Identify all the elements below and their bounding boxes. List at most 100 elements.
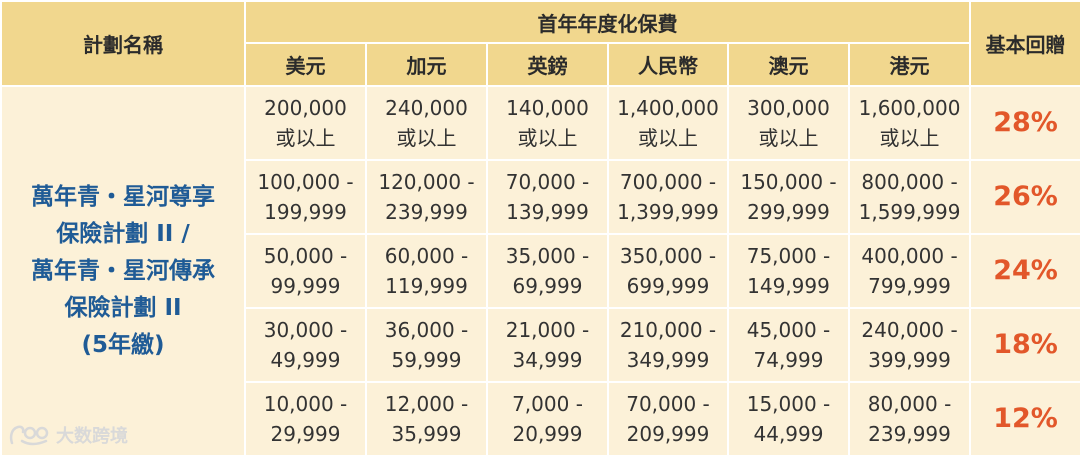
premium-range-line: 74,999 — [753, 348, 824, 372]
premium-range-line: 80,000 - — [867, 392, 952, 416]
premium-range-line: 199,999 — [264, 200, 347, 224]
plan-name-header: 計劃名稱 — [0, 0, 246, 87]
premium-range-line: 119,999 — [385, 274, 468, 298]
premium-range-line: 75,000 - — [746, 244, 831, 268]
watermark: 大数跨境 — [8, 422, 128, 448]
premium-range-line: 209,999 — [626, 422, 710, 446]
premium-range-line: 或以上 — [879, 126, 940, 150]
premium-range-cell: 15,000 - 44,999 — [727, 381, 850, 457]
premium-range-line: 150,000 - — [740, 170, 837, 194]
premium-range-cell: 36,000 - 59,999 — [365, 307, 488, 383]
premium-range-line: 21,000 - — [505, 318, 590, 342]
premium-range-line: 30,000 - — [263, 318, 348, 342]
premium-range-cell: 210,000 - 349,999 — [607, 307, 729, 383]
premium-range-line: 699,999 — [626, 274, 710, 298]
premium-range-line: 或以上 — [758, 126, 819, 150]
premium-range-cell: 50,000 - 99,999 — [244, 233, 367, 309]
premium-range-line: 35,999 — [391, 422, 462, 446]
premium-range-cell: 70,000 - 139,999 — [486, 159, 609, 235]
premium-range-cell: 21,000 - 34,999 — [486, 307, 609, 383]
table-row: 10,000 - 29,999 12,000 - 35,999 7,000 - 20,99… — [1, 381, 1080, 457]
premium-range-cell: 10,000 - 29,999 — [244, 381, 367, 457]
premium-range-cell: 80,000 - 239,999 — [847, 381, 972, 457]
premium-range-cell: 60,000 - 119,999 — [365, 233, 488, 309]
premium-range-line: 45,000 - — [746, 318, 831, 342]
premium-range-cell: 300,000 或以上 — [727, 85, 850, 161]
premium-range-line: 239,999 — [868, 422, 951, 446]
premium-range-line: 200,000 — [264, 96, 347, 120]
premium-range-line: 99,999 — [270, 274, 341, 298]
premium-range-line: 350,000 - — [619, 244, 717, 268]
premium-range-cell: 400,000 - 799,999 — [847, 233, 972, 309]
premium-range-line: 120,000 - — [378, 170, 475, 194]
premium-range-cell: 350,000 - 699,999 — [607, 233, 729, 309]
premium-range-cell: 75,000 - 149,999 — [727, 233, 850, 309]
premium-range-cell: 120,000 - 239,999 — [365, 159, 488, 235]
premium-range-line: 210,000 - — [619, 318, 717, 342]
premium-range-line: 35,000 - — [505, 244, 590, 268]
premium-range-line: 69,999 — [512, 274, 583, 298]
plan-name-line: 萬年青・星河尊享 — [31, 183, 215, 210]
premium-range-cell: 240,000 - 399,999 — [847, 307, 972, 383]
bonus-rate-cell: 28% — [969, 85, 1080, 161]
currency-header-hkd: 港元 — [847, 42, 972, 87]
premium-range-line: 139,999 — [506, 200, 589, 224]
premium-range-line: 7,000 - — [512, 392, 583, 416]
premium-range-cell: 45,000 - 74,999 — [727, 307, 850, 383]
plan-name-cell: 萬年青・星河尊享 保險計劃 II / 萬年青・星河傳承 保險計劃 II (5年繳) — [0, 85, 246, 457]
premium-range-line: 或以上 — [638, 126, 698, 150]
premium-range-line: 或以上 — [517, 126, 578, 150]
premium-range-line: 36,000 - — [384, 318, 469, 342]
premium-range-line: 240,000 - — [861, 318, 958, 342]
premium-range-line: 20,999 — [512, 422, 583, 446]
premium-range-line: 1,599,999 — [858, 200, 961, 224]
premium-range-line: 10,000 - — [263, 392, 348, 416]
premium-range-cell: 35,000 - 69,999 — [486, 233, 609, 309]
premium-range-cell: 1,400,000 或以上 — [607, 85, 729, 161]
currency-header-usd: 美元 — [244, 42, 367, 87]
premium-range-line: 29,999 — [270, 422, 341, 446]
table-row: 50,000 - 99,999 60,000 - 119,999 35,000 - 69,… — [1, 233, 1080, 309]
premium-range-cell: 700,000 - 1,399,999 — [607, 159, 729, 235]
premium-range-cell: 12,000 - 35,999 — [365, 381, 488, 457]
currency-header-rmb: 人民幣 — [607, 42, 729, 87]
premium-range-line: 12,000 - — [384, 392, 469, 416]
premium-range-line: 300,000 — [747, 96, 830, 120]
premium-group-header: 首年年度化保費 — [243, 0, 972, 44]
premium-range-line: 15,000 - — [746, 392, 831, 416]
currency-header-gbp: 英鎊 — [486, 42, 609, 87]
basic-bonus-header: 基本回贈 — [969, 0, 1080, 87]
premium-range-cell: 240,000 或以上 — [365, 85, 488, 161]
premium-range-line: 或以上 — [396, 126, 457, 150]
premium-range-line: 50,000 - — [263, 244, 348, 268]
premium-range-line: 1,400,000 — [617, 96, 719, 120]
premium-range-line: 799,999 — [868, 274, 951, 298]
premium-range-line: 299,999 — [747, 200, 830, 224]
premium-range-line: 34,999 — [512, 348, 583, 372]
plan-name-line: 保險計劃 II / — [56, 220, 190, 247]
table-row: 萬年青・星河尊享 保險計劃 II / 萬年青・星河傳承 保險計劃 II (5年繳) 200… — [0, 85, 1080, 457]
premium-range-line: 400,000 - — [861, 244, 958, 268]
bonus-rate-cell: 26% — [969, 159, 1080, 235]
premium-range-line: 239,999 — [385, 200, 468, 224]
table-row: 30,000 - 49,999 36,000 - 59,999 21,000 - 34,9… — [1, 307, 1080, 383]
premium-range-line: 70,000 - — [626, 392, 710, 416]
plan-name-line: 萬年青・星河傳承 — [31, 257, 215, 284]
table-row: 100,000 - 199,999 120,000 - 239,999 70,000 -… — [1, 159, 1080, 235]
currency-header-aud: 澳元 — [727, 42, 850, 87]
premium-range-line: 59,999 — [391, 348, 462, 372]
premium-range-line: 100,000 - — [257, 170, 354, 194]
premium-range-line: 或以上 — [275, 126, 336, 150]
premium-range-line: 70,000 - — [505, 170, 590, 194]
premium-range-line: 44,999 — [753, 422, 824, 446]
premium-range-line: 240,000 — [385, 96, 468, 120]
premium-range-cell: 100,000 - 199,999 — [244, 159, 367, 235]
premium-range-line: 800,000 - — [861, 170, 958, 194]
premium-range-cell: 30,000 - 49,999 — [244, 307, 367, 383]
premium-range-cell: 70,000 - 209,999 — [607, 381, 729, 457]
watermark-logo-icon — [9, 425, 49, 446]
premium-range-line: 149,999 — [747, 274, 830, 298]
premium-range-line: 1,399,999 — [617, 200, 719, 224]
premium-range-cell: 200,000 或以上 — [244, 85, 367, 161]
